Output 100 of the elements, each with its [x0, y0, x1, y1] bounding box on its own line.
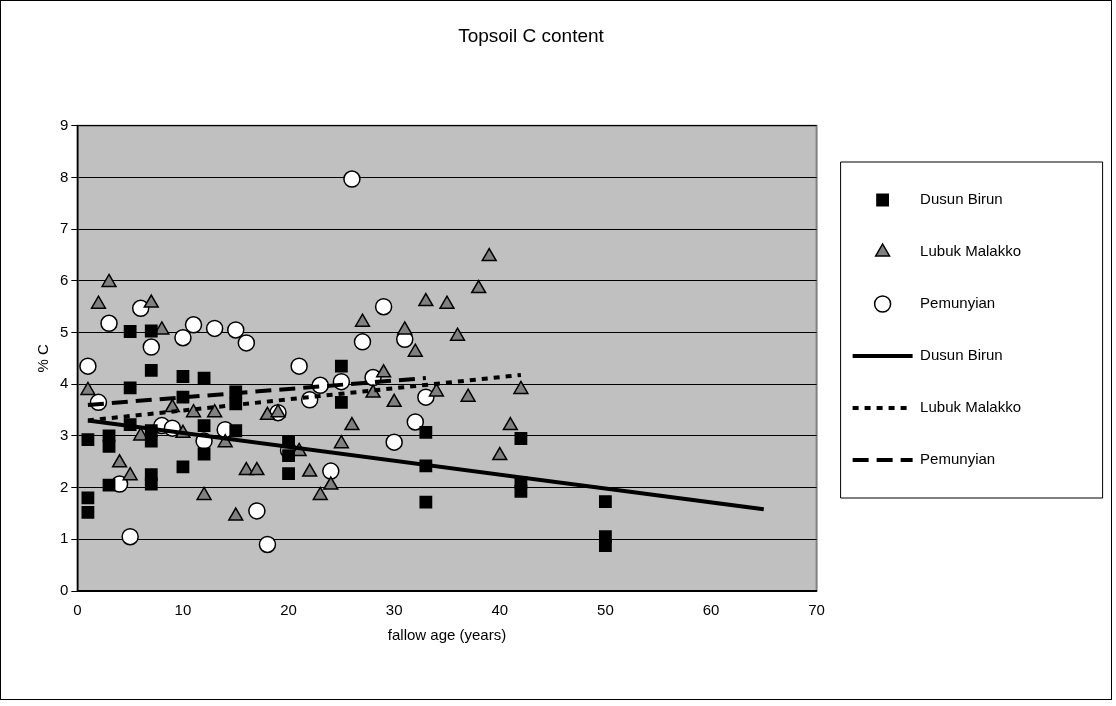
- legend-label: Lubuk Malakko: [920, 242, 1022, 260]
- point: [322, 462, 340, 480]
- point: [460, 388, 476, 402]
- x-tick-label: 30: [385, 601, 403, 619]
- point: [142, 338, 161, 356]
- point: [397, 321, 413, 335]
- x-tick-label: 50: [597, 601, 614, 619]
- point: [81, 433, 95, 446]
- y-tick-label: 0: [60, 581, 69, 599]
- point: [144, 477, 158, 491]
- point: [419, 495, 433, 509]
- x-tick-label: 60: [702, 601, 720, 619]
- point: [290, 357, 308, 375]
- point: [481, 247, 497, 262]
- legend-label: Lubuk Malakko: [920, 398, 1022, 416]
- point: [100, 314, 118, 332]
- point: [470, 279, 487, 294]
- point: [407, 343, 423, 357]
- y-tick-label: 5: [60, 322, 69, 340]
- point: [197, 419, 211, 432]
- point: [229, 397, 243, 411]
- point: [227, 321, 245, 339]
- x-tick-label: 0: [73, 601, 82, 619]
- y-axis-title: % C: [34, 344, 52, 373]
- point: [206, 403, 223, 418]
- point: [176, 370, 190, 383]
- y-tick-label: 3: [60, 426, 69, 444]
- y-tick-label: 6: [60, 271, 69, 289]
- point: [439, 295, 455, 309]
- point: [144, 434, 158, 448]
- x-tick-label: 70: [808, 601, 825, 619]
- point: [228, 507, 244, 521]
- x-tick-label: 40: [491, 601, 509, 619]
- y-tick-label: 2: [60, 477, 69, 495]
- point: [90, 295, 107, 309]
- point: [229, 424, 243, 438]
- point: [365, 384, 381, 398]
- point: [259, 406, 276, 421]
- point: [343, 170, 361, 188]
- point: [513, 380, 529, 395]
- point: [502, 416, 519, 431]
- point: [514, 432, 528, 445]
- y-tick-label: 9: [60, 115, 69, 133]
- y-tick-label: 1: [60, 529, 69, 547]
- point: [121, 527, 139, 546]
- point: [312, 486, 328, 501]
- point: [385, 433, 403, 451]
- point: [237, 334, 256, 352]
- x-axis-title: fallow age (years): [387, 626, 507, 644]
- legend-label: Pemunyian: [920, 294, 996, 312]
- point: [144, 363, 158, 377]
- point: [81, 506, 95, 519]
- legend-label: Pemunyian: [920, 450, 996, 468]
- point: [375, 364, 392, 378]
- legend-label: Dusun Birun: [920, 346, 1003, 364]
- point: [258, 535, 277, 554]
- point: [123, 381, 137, 395]
- point: [334, 395, 348, 409]
- point: [598, 539, 612, 552]
- point: [196, 486, 212, 501]
- point: [80, 381, 96, 396]
- y-tick-label: 8: [60, 167, 69, 185]
- point: [492, 446, 508, 461]
- point: [598, 495, 612, 508]
- point: [144, 324, 158, 338]
- point: [282, 449, 295, 462]
- point: [184, 316, 203, 334]
- point: [101, 273, 117, 288]
- point: [344, 416, 360, 431]
- point: [406, 413, 425, 431]
- point: [418, 292, 434, 307]
- point: [333, 434, 350, 449]
- point: [354, 313, 371, 327]
- point: [248, 502, 266, 520]
- point: [174, 328, 192, 347]
- point: [353, 333, 372, 351]
- chart-title: Topsoil C content: [458, 24, 605, 46]
- point: [374, 297, 393, 316]
- point: [449, 327, 466, 341]
- point: [111, 454, 128, 468]
- x-tick-label: 20: [280, 601, 297, 619]
- point: [123, 325, 137, 338]
- point: [143, 294, 159, 308]
- point: [514, 484, 528, 498]
- x-tick-label: 10: [174, 601, 192, 619]
- point: [428, 383, 445, 397]
- point: [249, 461, 265, 476]
- point: [122, 466, 138, 481]
- point: [323, 476, 339, 490]
- point: [282, 467, 295, 481]
- point: [302, 463, 318, 477]
- point: [79, 357, 97, 375]
- y-tick-label: 7: [60, 219, 69, 237]
- point: [81, 491, 95, 505]
- point: [102, 439, 116, 453]
- y-tick-label: 4: [60, 374, 69, 392]
- point: [270, 403, 286, 418]
- point: [386, 393, 402, 408]
- point: [419, 425, 433, 439]
- point: [334, 359, 348, 373]
